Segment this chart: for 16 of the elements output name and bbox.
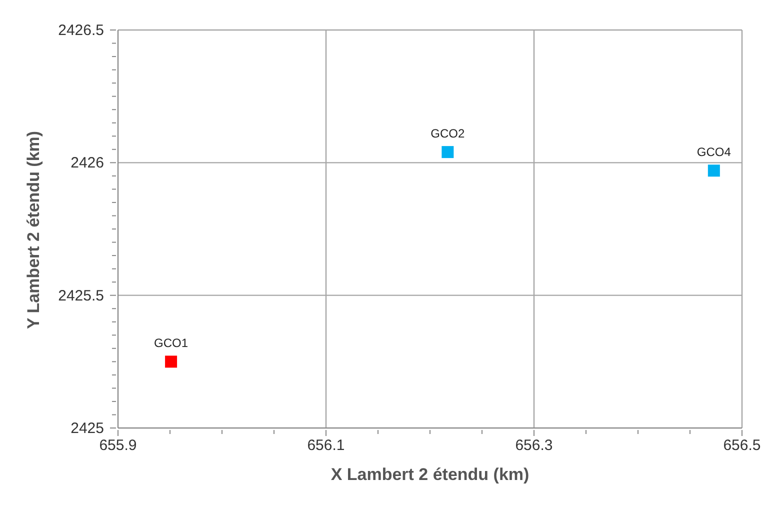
y-tick-label: 2426.5	[58, 22, 104, 39]
x-tick-label: 656.5	[723, 437, 761, 454]
point	[708, 164, 720, 177]
y-tick-label: 2425.5	[58, 287, 104, 304]
point	[165, 356, 178, 368]
y-tick-label: 2426	[70, 154, 104, 172]
point	[442, 146, 454, 158]
series-label: GCO1	[154, 336, 188, 350]
x-tick-label: 655.9	[99, 437, 137, 454]
x-tick-label: 656.1	[307, 437, 345, 454]
y-tick-label: 2425	[70, 420, 104, 437]
x-tick-label: 656.3	[515, 437, 553, 454]
series-label: GCO2	[430, 126, 466, 141]
x-axis-title: X Lambert 2 étendu (km)	[330, 465, 530, 484]
series-label: GCO4	[696, 145, 732, 160]
y-axis-title: Y Lambert 2 étendu (km)	[24, 130, 44, 329]
